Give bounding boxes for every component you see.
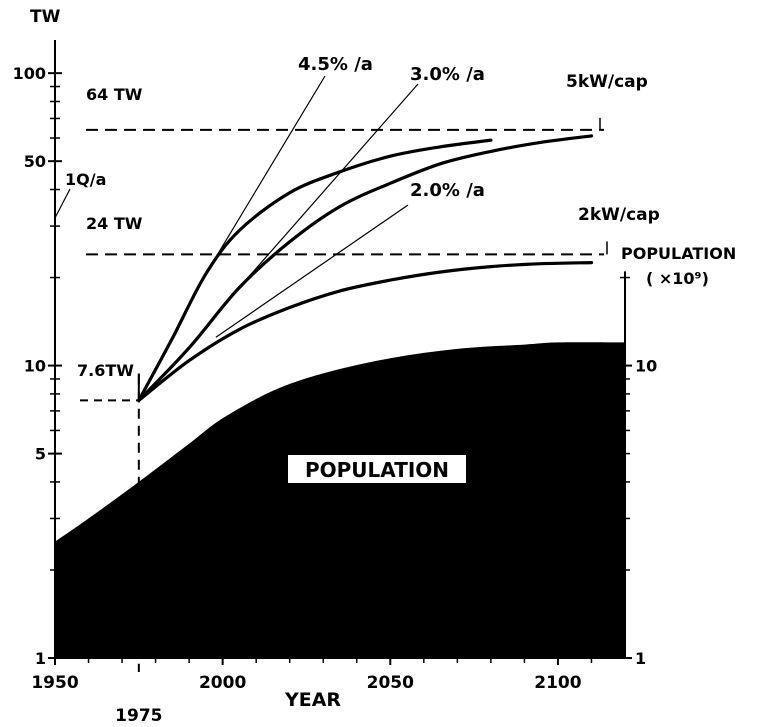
x-tick-label: 2000 [199, 673, 246, 693]
x-tick-label: 2050 [367, 673, 414, 693]
series-label-2-0: 2.0% /a [410, 180, 485, 201]
cap-label-5kw: 5kW/cap [566, 72, 648, 92]
y-axis-label: TW [30, 7, 61, 27]
leader-3-0 [238, 83, 419, 288]
population-area-text: POPULATION [305, 458, 449, 482]
series-lines [137, 134, 594, 403]
label-leaders [205, 75, 419, 338]
y2-tick-label: 1 [635, 649, 646, 668]
cap-label-2kw: 2kW/cap [578, 205, 660, 225]
x-tick-label: 2100 [534, 673, 581, 693]
annotation-1q-a: 1Q/a [65, 170, 106, 189]
axes: 1 5 10 50 100 1 10 1950 2000 2050 2100 1975 [13, 40, 657, 726]
ref-label-7-6tw: 7.6TW [77, 361, 134, 380]
leader-2-0 [215, 204, 409, 338]
population-area-label: POPULATION [288, 455, 466, 483]
y2-axis-unit: ( ×10⁹) [646, 269, 709, 288]
series-label-3-0: 3.0% /a [410, 64, 485, 85]
y2-ticks: 1 10 [618, 276, 657, 668]
y-tick-label: 5 [35, 445, 46, 464]
series-2-0-line [137, 261, 594, 402]
x-ticks: 1950 2000 2050 2100 1975 [31, 374, 593, 726]
y2-tick-label: 10 [635, 357, 657, 376]
y-tick-label: 10 [24, 357, 46, 376]
y2-axis-label: POPULATION [621, 244, 736, 263]
x-axis-label: YEAR [284, 689, 341, 711]
ref-label-64tw: 64 TW [86, 85, 143, 104]
annotation-1q-a-pointer [54, 188, 71, 219]
annotation-texts: 4.5% /a 3.0% /a 2.0% /a 64 TW 24 TW 7.6TW 5kW/… [54, 54, 660, 380]
y-tick-label: 100 [13, 64, 46, 83]
year-marker-label: 1975 [115, 706, 162, 726]
plot-area [55, 75, 625, 658]
ref-label-24tw: 24 TW [86, 214, 143, 233]
x-tick-label: 1950 [31, 673, 78, 693]
series-4-5-line [137, 138, 493, 402]
series-label-4-5: 4.5% /a [298, 54, 373, 75]
y-tick-label: 50 [24, 152, 46, 171]
reference-lines [80, 117, 608, 402]
population-area [55, 342, 625, 658]
y-ticks: 1 5 10 50 100 [13, 64, 62, 668]
leader-4-5 [205, 75, 326, 275]
y-tick-label: 1 [35, 649, 46, 668]
series-3-0-line [137, 134, 594, 402]
